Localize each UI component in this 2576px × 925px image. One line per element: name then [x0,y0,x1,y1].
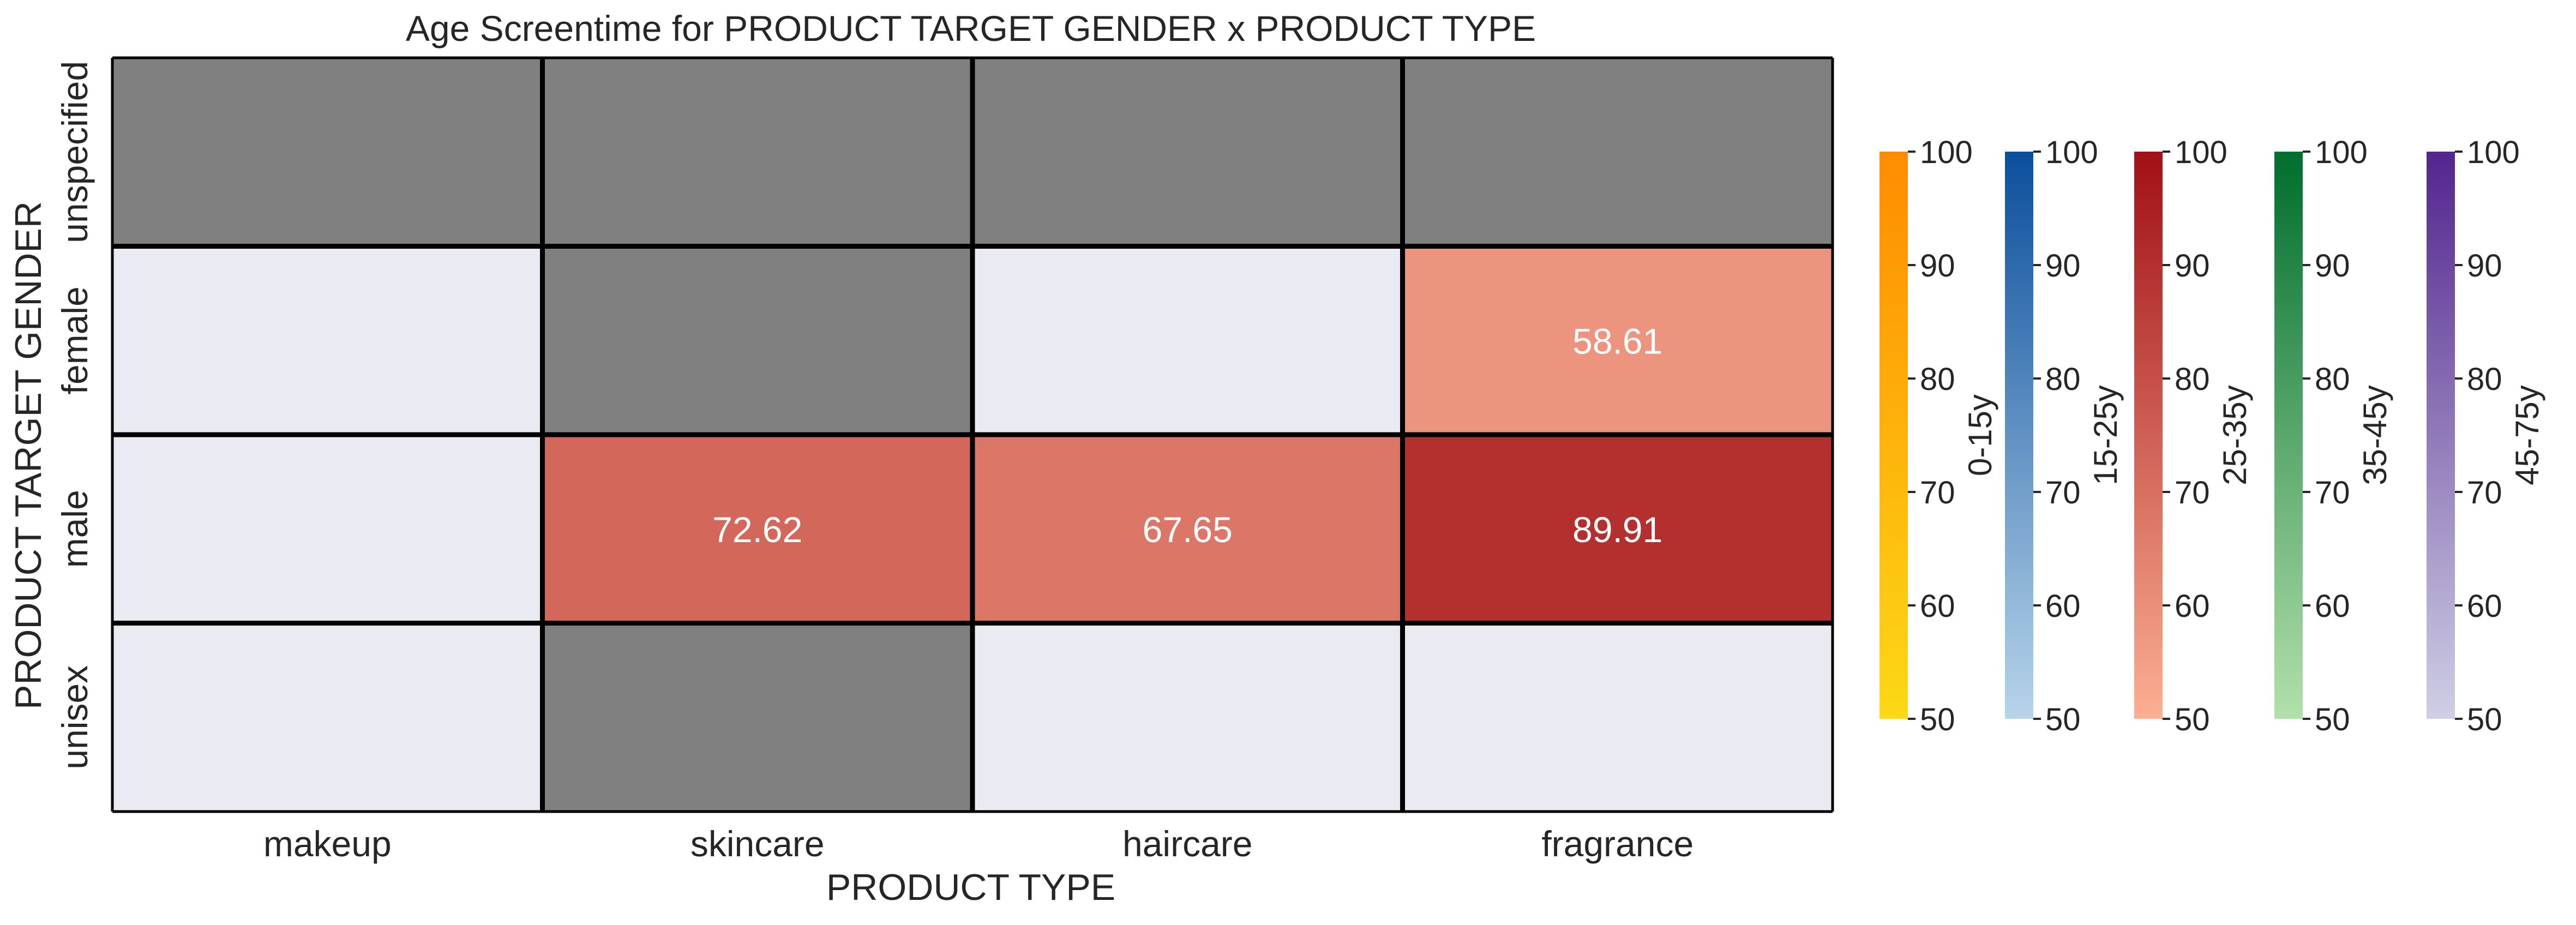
heatmap-cell-male-fragrance [1402,435,1833,623]
y-tick-label: male [55,490,95,568]
colorbar-tick-label: 90 [2467,248,2502,284]
x-tick-label: skincare [690,824,825,864]
x-tick-label: fragrance [1541,824,1694,864]
heatmap-cell-unisex-skincare [542,623,972,812]
heatmap-cell-female-makeup [112,246,543,435]
colorbar-tick-label: 60 [2175,588,2210,624]
colorbar-tick-label: 90 [2315,248,2350,284]
colorbar-tick-label: 50 [2045,702,2081,737]
colorbar-tick-label: 70 [1920,475,1955,510]
colorbar-tick-label: 70 [2467,475,2502,510]
axis-ticks: makeup skincare haircare fragrance unspecifi… [55,61,1694,864]
colorbar-25-35y [2134,152,2163,719]
colorbar-label: 35-45y [2357,385,2393,485]
colorbar-tick-label: 80 [2175,362,2210,397]
colorbar-tick-label: 70 [2315,475,2350,510]
colorbar-tick-label: 80 [2045,362,2081,397]
cell-value-label: 72.62 [712,509,802,550]
colorbar-tick-label: 50 [2467,702,2502,737]
colorbar-label: 45-75y [2509,385,2545,485]
heatmap-cell-female-haircare [972,246,1403,435]
colorbar-tick-label: 90 [2175,248,2210,284]
cell-value-label: 58.61 [1572,321,1662,361]
x-axis-label: PRODUCT TYPE [826,867,1115,908]
x-tick-label: makeup [263,824,392,864]
y-tick-label: unspecified [55,61,95,243]
colorbar-35-45y [2274,152,2303,719]
cell-value-label: 67.65 [1143,509,1233,550]
colorbar-tick-label: 80 [2467,362,2502,397]
heatmap-cell-male-haircare [972,435,1403,623]
colorbar-45-75y [2427,152,2455,719]
heatmap-cell-male-skincare [542,435,972,623]
colorbar-15-25y [2005,152,2033,719]
colorbar-tick-label: 60 [2315,588,2350,624]
x-tick-label: haircare [1122,824,1252,864]
heatmap-cell-unspecified-fragrance [1402,58,1833,247]
heatmap-cell-female-skincare [542,246,972,435]
colorbar-tick-label: 80 [2315,362,2350,397]
colorbar-tick-label: 60 [2045,588,2081,624]
colorbar-tick-label: 100 [2175,135,2227,170]
colorbar-0-15y [1880,152,1908,719]
heatmap-cell-unisex-haircare [972,623,1403,812]
colorbar-tick-label: 80 [1920,362,1955,397]
colorbar-tick-label: 90 [2045,248,2081,284]
colorbar-tick-label: 100 [2045,135,2098,170]
y-tick-label: female [55,286,95,394]
colorbar-tick-label: 70 [2045,475,2081,510]
heatmap-cell-male-makeup [112,435,543,623]
colorbar-tick-label: 90 [1920,248,1955,284]
heatmap-cell-unisex-makeup [112,623,543,812]
colorbar-tick-label: 60 [2467,588,2502,624]
colorbar-tick-label: 60 [1920,588,1955,624]
y-tick-label: unisex [55,665,95,770]
heatmap-cell-unspecified-haircare [972,58,1403,247]
colorbars: 50 60 70 80 90 100 0-15y 50 60 70 80 90 100 15-25y 50 6… [1880,135,2545,737]
colorbar-label: 15-25y [2087,385,2124,485]
heatmap-cell-unspecified-makeup [112,58,543,247]
colorbar-label: 0-15y [1962,394,1998,476]
colorbar-tick-label: 70 [2175,475,2210,510]
colorbar-tick-label: 100 [2315,135,2368,170]
heatmap-cell-unisex-fragrance [1402,623,1833,812]
colorbar-label: 25-35y [2217,385,2253,485]
colorbar-tick-label: 100 [1920,135,1973,170]
cell-value-label: 89.91 [1572,509,1662,550]
heatmap-cell-unspecified-skincare [542,58,972,247]
heatmap-cells: 58.61 72.62 67.65 89.91 [111,56,1834,813]
colorbar-tick-label: 100 [2467,135,2520,170]
colorbar-tick-label: 50 [1920,702,1955,737]
heatmap-cell-female-fragrance [1402,246,1833,435]
chart-title: Age Screentime for PRODUCT TARGET GENDER… [406,8,1536,49]
colorbar-tick-label: 50 [2315,702,2350,737]
colorbar-tick-label: 50 [2175,702,2210,737]
y-axis-label: PRODUCT TARGET GENDER [8,201,49,710]
